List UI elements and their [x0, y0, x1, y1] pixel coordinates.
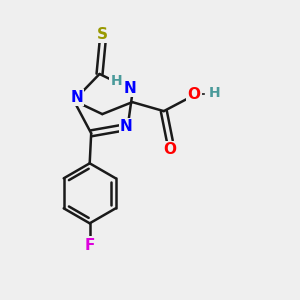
Text: O: O — [163, 142, 176, 157]
Text: F: F — [85, 238, 95, 253]
Text: S: S — [97, 27, 108, 42]
Text: N: N — [120, 119, 133, 134]
Text: N: N — [70, 90, 83, 105]
Text: N: N — [123, 81, 136, 96]
Text: H: H — [209, 86, 220, 100]
Text: H: H — [110, 74, 122, 88]
Text: O: O — [187, 87, 200, 102]
